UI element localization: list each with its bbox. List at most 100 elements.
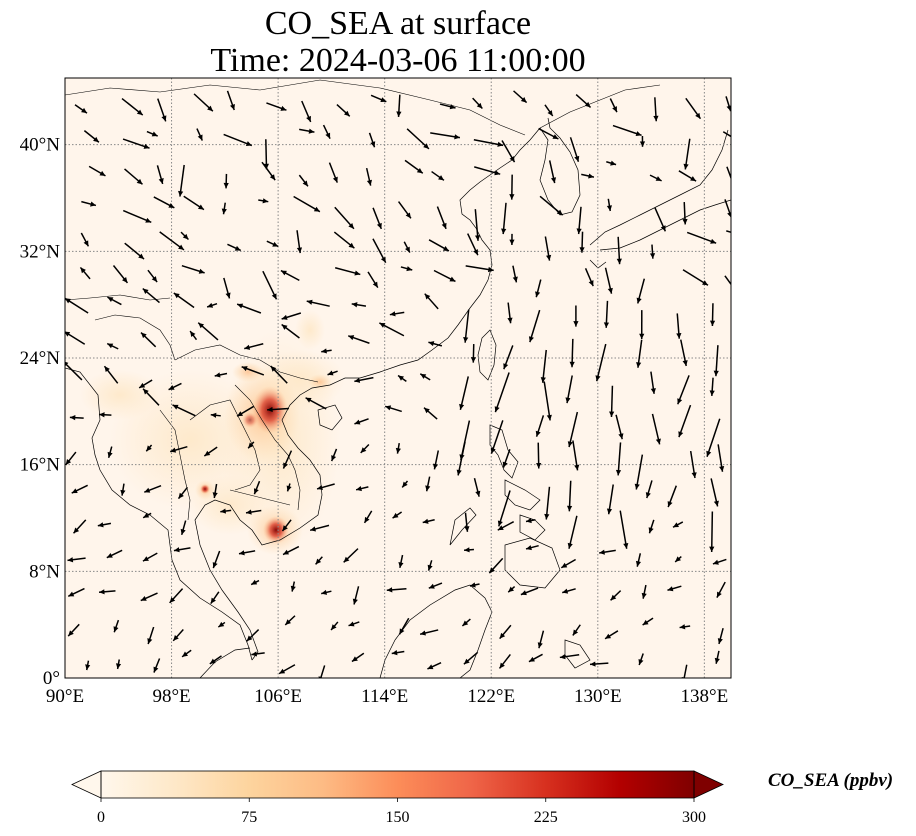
lon-tick-label: 138°E xyxy=(681,686,729,707)
wind-arrow xyxy=(367,271,379,289)
wind-arrow xyxy=(619,510,629,549)
wind-arrow xyxy=(569,137,580,163)
map-title-line1: CO_SEA at surface xyxy=(264,5,532,42)
border-thai-laos xyxy=(189,399,261,491)
wind-arrow xyxy=(65,451,77,466)
wind-arrow xyxy=(315,556,323,565)
wind-arrow xyxy=(395,443,401,454)
wind-arrow xyxy=(432,450,440,470)
wind-arrow xyxy=(251,651,265,657)
wind-arrow xyxy=(106,342,119,350)
wind-arrow xyxy=(267,406,289,413)
wind-arrow xyxy=(559,653,580,660)
wind-arrow xyxy=(169,588,184,604)
wind-arrow xyxy=(220,508,232,514)
wind-arrow xyxy=(172,629,184,642)
border-mongolia xyxy=(65,79,526,136)
wind-arrow xyxy=(572,440,580,471)
border-india-myanmar xyxy=(94,314,176,361)
coastline-palawan xyxy=(449,507,477,546)
wind-arrow xyxy=(397,201,412,219)
wind-arrow xyxy=(509,174,515,200)
lon-tick-labels: 90°E 98°E 106°E 114°E 122°E 130°E 138°E xyxy=(46,686,728,707)
wind-arrow xyxy=(245,509,262,515)
wind-arrow xyxy=(153,658,161,673)
wind-arrow xyxy=(226,90,235,111)
wind-arrow xyxy=(147,269,158,283)
wind-arrow xyxy=(584,267,594,287)
wind-arrow xyxy=(689,450,697,479)
wind-arrow xyxy=(270,365,288,384)
wind-arrow xyxy=(603,300,610,328)
wind-arrow xyxy=(334,267,361,276)
wind-arrow xyxy=(99,412,112,418)
wind-arrow xyxy=(142,388,160,406)
wind-arrow xyxy=(107,446,113,459)
wind-arrow xyxy=(722,131,731,138)
wind-arrow xyxy=(106,549,123,559)
wind-arrow xyxy=(497,521,515,531)
wind-arrow xyxy=(97,522,112,528)
lat-tick-label: 40°N xyxy=(20,135,61,156)
lon-tick-label: 106°E xyxy=(254,686,302,707)
wind-arrow xyxy=(649,244,656,259)
wind-arrow xyxy=(456,441,466,476)
wind-arrow xyxy=(525,517,536,524)
wind-arrow xyxy=(427,560,433,571)
wind-arrow xyxy=(177,486,189,500)
wind-arrow xyxy=(330,448,338,462)
wind-arrow xyxy=(433,269,456,283)
wind-arrow xyxy=(650,371,656,394)
wind-arrow xyxy=(360,444,370,454)
wind-arrow xyxy=(305,397,327,410)
wind-arrow xyxy=(71,484,88,494)
wind-arrow xyxy=(120,483,126,496)
wind-arrow xyxy=(398,617,410,635)
wind-arrow xyxy=(459,376,469,410)
wind-arrow xyxy=(573,305,579,327)
wind-arrow xyxy=(654,207,667,232)
wind-arrow xyxy=(672,521,684,528)
wind-arrow xyxy=(567,515,578,549)
wind-arrow xyxy=(488,557,504,574)
wind-arrow xyxy=(512,265,518,283)
lat-tick-label: 24°N xyxy=(20,348,61,369)
wind-arrow xyxy=(639,310,645,340)
wind-arrow xyxy=(206,302,218,308)
wind-arrow xyxy=(80,232,90,247)
wind-arrow xyxy=(180,231,189,241)
wind-arrow xyxy=(612,124,642,137)
wind-arrow xyxy=(370,94,387,103)
colorbar-tick-label: 225 xyxy=(534,809,558,826)
coastline-sumatra xyxy=(199,647,251,678)
wind-arrow xyxy=(686,231,717,244)
wind-arrow xyxy=(539,195,564,216)
wind-arrow xyxy=(334,206,355,230)
wind-arrow xyxy=(499,624,512,640)
wind-arrow xyxy=(69,415,84,421)
wind-arrow xyxy=(464,547,475,553)
wind-arrow xyxy=(209,655,222,665)
coastline-korea xyxy=(539,117,581,216)
wind-arrow xyxy=(604,267,613,294)
wind-arrow xyxy=(333,231,355,249)
wind-arrow xyxy=(606,198,612,212)
wind-arrow xyxy=(124,168,143,185)
border-laos-vietnam xyxy=(234,384,301,511)
wind-arrow xyxy=(144,484,162,493)
wind-arrow xyxy=(372,238,387,264)
map-frame xyxy=(64,77,732,679)
wind-arrow xyxy=(567,411,579,448)
wind-arrow xyxy=(146,130,158,137)
wind-arrow xyxy=(212,483,218,499)
wind-arrow xyxy=(217,621,226,628)
wind-arrow xyxy=(142,287,160,304)
coastline-visayas xyxy=(504,479,546,541)
wind-arrow xyxy=(296,230,303,254)
plume-guangxi xyxy=(308,374,332,390)
wind-arrow xyxy=(330,621,339,631)
wind-arrow xyxy=(638,653,644,666)
wind-arrow xyxy=(464,512,470,532)
wind-arrow xyxy=(615,414,624,440)
wind-arrow xyxy=(667,585,682,592)
